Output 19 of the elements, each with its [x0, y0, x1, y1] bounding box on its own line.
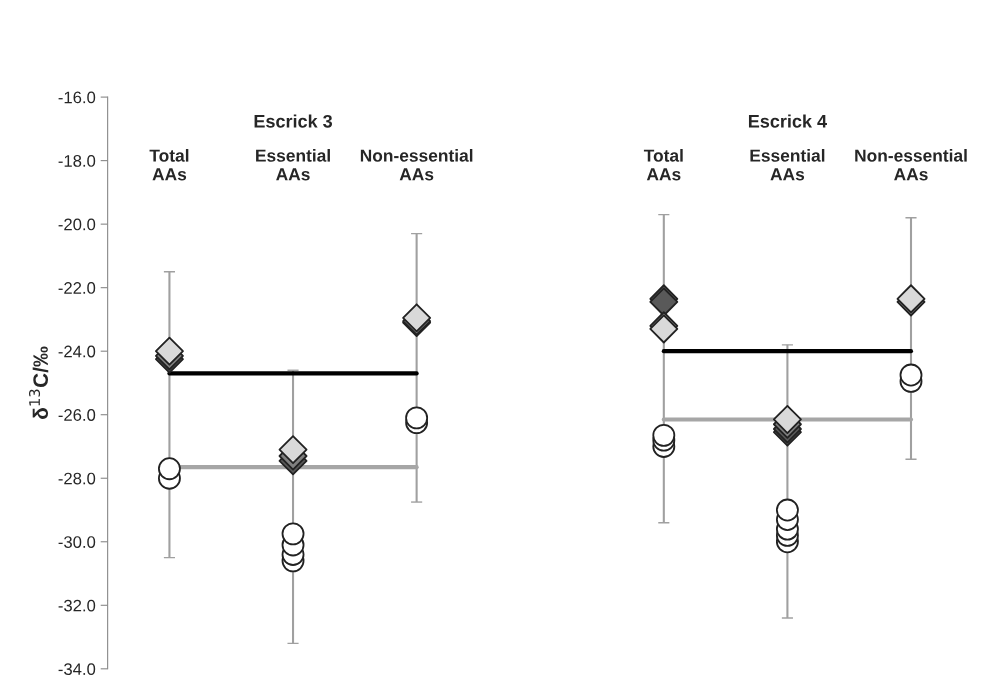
y-tick-label: -18.0: [58, 155, 96, 167]
x-tick-label: Non-essential AAs: [855, 149, 967, 181]
annotation: Escrick 4: [748, 114, 827, 128]
y-tick-label: -16.0: [58, 91, 96, 104]
x-tick-label: Essential AAs: [256, 149, 330, 181]
y-tick-label: -28.0: [58, 472, 96, 485]
y-tick-label: -34.0: [58, 663, 96, 676]
x-tick-label: Total AAs: [149, 149, 189, 181]
y-tick-label: -20.0: [58, 218, 96, 231]
x-tick-label: Total AAs: [643, 149, 683, 181]
x-tick-label: Non-essential AAs: [360, 149, 473, 181]
y-axis-title: δ$^{13}$C/‰: [29, 346, 49, 419]
x-tick-label: Essential AAs: [750, 149, 825, 181]
y-tick-label: -26.0: [58, 409, 96, 421]
y-tick-label: -30.0: [58, 536, 96, 548]
y-tick-label: -32.0: [58, 599, 96, 612]
y-tick-label: -22.0: [58, 282, 96, 294]
y-tick-label: -24.0: [58, 345, 96, 358]
annotation: Escrick 3: [254, 114, 333, 128]
